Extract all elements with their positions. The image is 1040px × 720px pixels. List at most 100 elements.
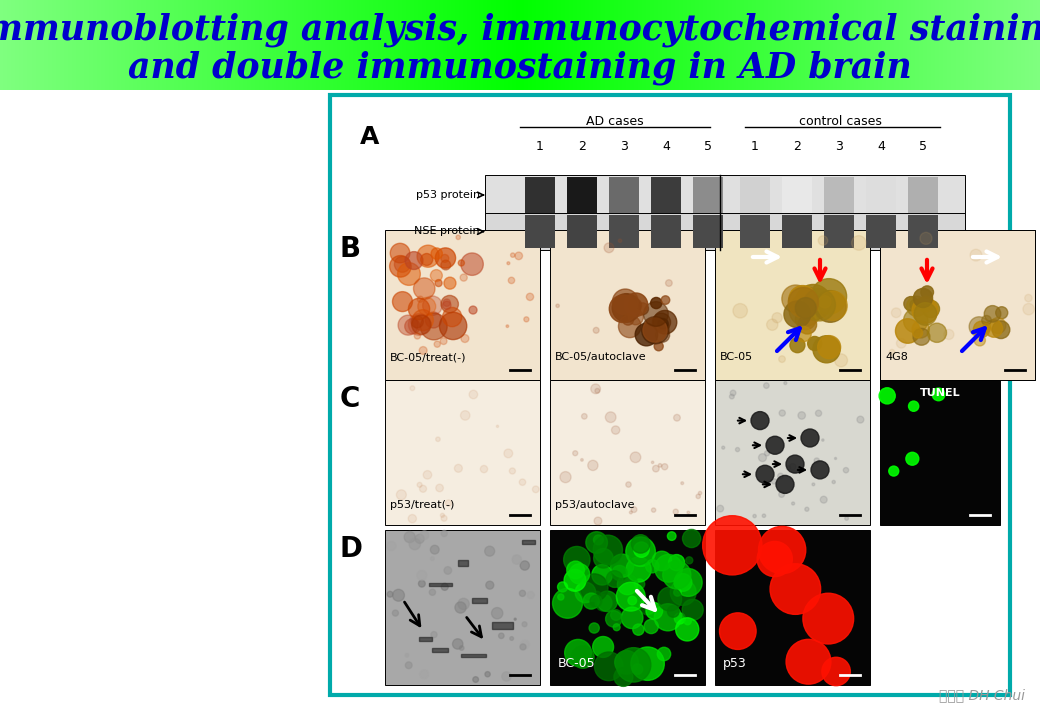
Circle shape [753,514,756,518]
Circle shape [412,315,431,334]
Circle shape [834,354,848,366]
Circle shape [682,529,701,548]
Circle shape [628,299,642,312]
Circle shape [685,557,693,564]
Circle shape [410,386,415,390]
Circle shape [459,260,465,266]
Circle shape [896,338,906,348]
Circle shape [520,561,529,570]
Circle shape [766,436,784,454]
Circle shape [415,534,424,544]
Circle shape [636,303,649,315]
Text: control cases: control cases [799,115,882,128]
Circle shape [504,449,513,458]
Bar [908,177,938,213]
Circle shape [420,531,428,539]
Circle shape [564,570,586,591]
Circle shape [595,652,623,680]
Circle shape [657,647,671,661]
Circle shape [618,575,638,595]
Circle shape [560,472,571,482]
Circle shape [572,646,594,668]
Circle shape [969,317,989,337]
Text: 4: 4 [662,140,670,153]
Circle shape [653,310,677,334]
Circle shape [984,305,1000,322]
Circle shape [811,461,829,479]
Circle shape [635,323,657,346]
Circle shape [615,650,639,674]
Text: 5: 5 [919,140,927,153]
Circle shape [417,245,439,267]
Text: AD cases: AD cases [587,115,644,128]
Circle shape [788,287,818,318]
Circle shape [409,314,430,336]
Circle shape [633,542,649,557]
Circle shape [928,323,946,343]
Circle shape [419,346,427,354]
Bar [461,654,486,657]
Circle shape [526,293,534,300]
Circle shape [646,603,662,619]
Circle shape [674,415,680,421]
Circle shape [772,312,782,323]
Text: BC-05: BC-05 [720,352,753,362]
Circle shape [390,256,411,277]
Circle shape [681,482,683,485]
Circle shape [662,561,691,589]
Circle shape [644,302,669,326]
Circle shape [651,297,661,309]
Circle shape [510,636,514,640]
Circle shape [604,243,614,253]
Circle shape [443,299,450,307]
Circle shape [461,335,469,343]
Circle shape [414,278,435,300]
Circle shape [982,323,991,332]
Circle shape [682,599,703,621]
Circle shape [436,437,440,441]
Circle shape [492,608,502,619]
Circle shape [822,657,851,685]
Circle shape [932,388,945,401]
Circle shape [805,507,809,511]
Circle shape [698,491,702,495]
Circle shape [895,319,920,343]
Circle shape [684,618,692,625]
Circle shape [974,335,986,346]
Circle shape [522,622,527,626]
Bar [385,530,540,685]
Circle shape [527,591,535,598]
Circle shape [801,429,820,447]
Circle shape [668,532,676,541]
Circle shape [621,607,643,629]
Circle shape [907,296,927,316]
Circle shape [613,289,639,315]
Circle shape [444,277,456,289]
Circle shape [624,293,648,316]
Circle shape [822,439,824,441]
Circle shape [784,301,810,328]
Bar [716,380,870,525]
Circle shape [430,589,436,595]
Circle shape [814,458,820,463]
Circle shape [613,294,641,322]
Circle shape [405,319,420,334]
Circle shape [521,640,529,649]
Text: p53/autoclave: p53/autoclave [555,500,634,510]
Circle shape [515,252,522,260]
Text: 5: 5 [704,140,712,153]
Circle shape [982,315,991,325]
Circle shape [803,289,835,321]
Circle shape [762,514,765,518]
Circle shape [420,670,428,679]
Circle shape [655,328,670,342]
Circle shape [729,394,734,399]
Circle shape [764,451,770,456]
Circle shape [674,569,702,596]
Circle shape [720,613,756,649]
Text: 2: 2 [794,140,801,153]
Circle shape [454,464,463,472]
Bar [782,215,812,248]
Circle shape [557,594,564,600]
Circle shape [914,302,937,325]
